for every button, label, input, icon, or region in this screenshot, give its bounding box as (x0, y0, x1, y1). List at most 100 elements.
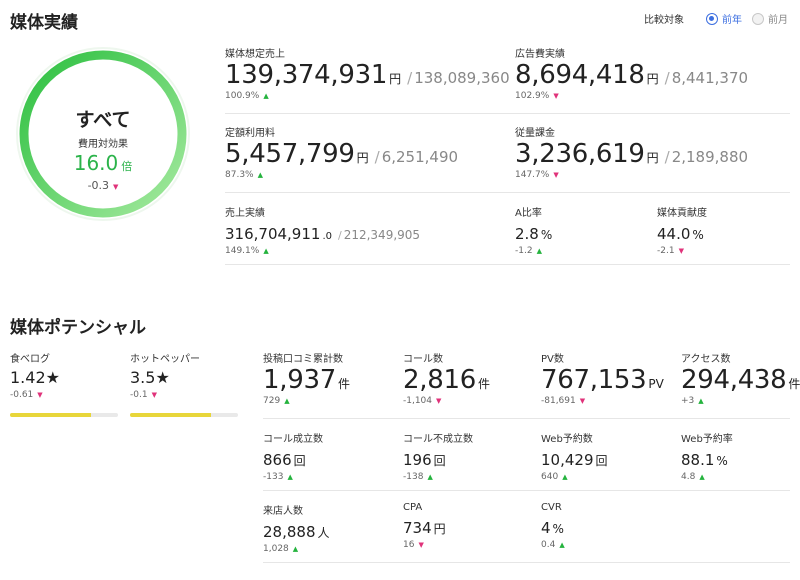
metric-compare: 212,349,905 (343, 228, 421, 242)
metric-unit: 件 (477, 377, 490, 391)
metric-unit: 円 (646, 72, 659, 86)
metric-unit: 円 (646, 151, 659, 165)
metric-media-sales: 媒体想定売上 139,374,931 円/138,089,360 100.9% (225, 45, 510, 101)
metric-unit: .0 (322, 231, 332, 242)
rating-bar-fill (10, 413, 91, 417)
metric-label: 売上実績 (225, 208, 265, 219)
metric-delta: +3 (681, 396, 800, 406)
metric-unit: 円 (389, 72, 402, 86)
metric-delta: 149.1% (225, 246, 420, 256)
divider (225, 113, 790, 114)
metric-label: 投稿口コミ累計数 (263, 354, 343, 365)
metric-delta: 0.4 (541, 540, 565, 550)
metric-a-ratio: A比率 2.8% -1.2 (515, 204, 552, 256)
metric-sales: 売上実績 316,704,911.0/212,349,905 149.1% (225, 204, 420, 256)
metric-compare: 8,441,370 (671, 69, 749, 87)
metric-value: 196 (403, 451, 432, 469)
metric-delta: 4.8 (681, 472, 733, 482)
metric-label: PV数 (541, 354, 564, 365)
rating-label: ホットペッパー (130, 354, 200, 365)
metric-reviews: 投稿口コミ累計数 1,937 件 729 (263, 350, 350, 406)
divider (263, 490, 790, 491)
metric-value: 139,374,931 (225, 60, 388, 90)
metric-value: 2,816 (403, 365, 476, 395)
metric-value: 8,694,418 (515, 60, 645, 90)
metric-delta: -1.2 (515, 246, 552, 256)
metric-value: 3,236,619 (515, 139, 645, 169)
cost-effectiveness-ring: すべて 費用対効果 16.0 倍 -0.3 (12, 43, 194, 225)
metric-label: 従量課金 (515, 128, 555, 139)
metric-value: 28,888 (263, 523, 316, 541)
rating-bar-tabelog (10, 413, 118, 417)
divider (225, 192, 790, 193)
metric-label: Web予約数 (541, 434, 593, 445)
metric-delta: -81,691 (541, 396, 664, 406)
metric-value: 44.0 (657, 225, 691, 243)
metric-delta: -138 (403, 472, 473, 482)
summary-delta: -0.3 (12, 179, 194, 192)
metric-value: 866 (263, 451, 292, 469)
metric-visitors: 来店人数 28,888 人 1,028 (263, 502, 330, 554)
metric-value: 316,704,911 (225, 225, 321, 243)
metric-pay-per-use: 従量課金 3,236,619 円/2,189,880 147.7% (515, 124, 748, 180)
metric-compare: 138,089,360 (414, 69, 510, 87)
metric-unit: 円 (433, 522, 446, 536)
rating-label: 食べログ (10, 354, 50, 365)
metric-value: 734 (403, 519, 432, 537)
metric-web-reservations: Web予約数 10,429 回 640 (541, 430, 608, 482)
metric-fixed-fee: 定額利用料 5,457,799 円/6,251,490 87.3% (225, 124, 458, 180)
metric-value: 5,457,799 (225, 139, 355, 169)
metric-label: コール数 (403, 354, 443, 365)
metric-delta: 1,028 (263, 544, 330, 554)
metric-delta: -2.1 (657, 246, 707, 256)
summary-subtitle: 費用対効果 (78, 139, 128, 150)
divider (225, 264, 790, 265)
metric-call-success: コール成立数 866 回 -133 (263, 430, 323, 482)
metric-calls: コール数 2,816 件 -1,104 (403, 350, 490, 406)
rating-bar-fill (130, 413, 211, 417)
metric-delta: 640 (541, 472, 608, 482)
compare-target-label: 比較対象 (644, 15, 684, 26)
ring-chart (16, 47, 190, 221)
radio-label: 前月 (768, 15, 788, 26)
radio-previous-month[interactable]: 前月 (752, 11, 788, 26)
metric-label: コール成立数 (263, 434, 323, 445)
radio-unselected-icon (752, 12, 764, 25)
metric-value: 88.1 (681, 451, 715, 469)
metric-delta: 729 (263, 396, 350, 406)
section-title-media-performance: 媒体実績 (10, 13, 78, 33)
metric-label: コール不成立数 (403, 434, 473, 445)
summary-value: 16.0 倍 (73, 151, 133, 175)
metric-unit: PV (648, 377, 664, 391)
divider (263, 418, 790, 419)
metric-unit: 円 (356, 151, 369, 165)
metric-access: アクセス数 294,438 件 +3 (681, 350, 800, 406)
metric-call-failed: コール不成立数 196 回 -138 (403, 430, 473, 482)
metric-unit: 人 (317, 526, 330, 540)
rating-value: 1.42★ (10, 368, 60, 387)
metric-value: 4 (541, 519, 551, 537)
radio-previous-year[interactable]: 前年 (706, 11, 742, 26)
divider (263, 562, 790, 563)
metric-label: 定額利用料 (225, 128, 275, 139)
rating-tabelog: 食べログ 1.42★ -0.61 (10, 350, 60, 400)
metric-unit: 件 (788, 377, 800, 391)
metric-pv: PV数 767,153 PV -81,691 (541, 350, 664, 406)
compare-target-toggle: 比較対象 前年 前月 (644, 11, 788, 26)
metric-label: 広告費実績 (515, 49, 565, 60)
metric-ad-cost: 広告費実績 8,694,418 円/8,441,370 102.9% (515, 45, 748, 101)
metric-unit: 回 (595, 454, 608, 468)
metric-label: CVR (541, 502, 562, 513)
metric-unit: % (540, 228, 553, 242)
metric-value: 767,153 (541, 365, 647, 395)
metric-unit: 回 (293, 454, 306, 468)
metric-unit: 件 (337, 377, 350, 391)
metric-cvr: CVR 4% 0.4 (541, 502, 565, 550)
metric-delta: 100.9% (225, 91, 510, 101)
metric-contribution: 媒体貢献度 44.0% -2.1 (657, 204, 707, 256)
metric-delta: 87.3% (225, 170, 458, 180)
metric-unit: 回 (433, 454, 446, 468)
metric-delta: -1,104 (403, 396, 490, 406)
radio-selected-icon (706, 12, 718, 25)
metric-label: 媒体想定売上 (225, 49, 285, 60)
